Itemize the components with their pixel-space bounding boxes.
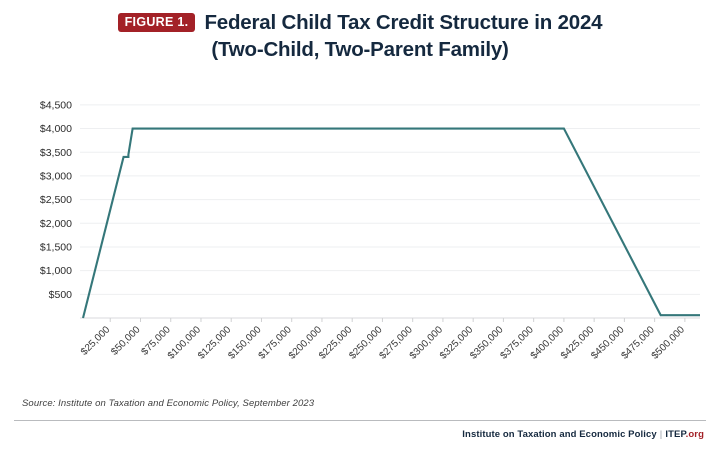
y-axis-tick-labels: $500 $1,000 $1,500 $2,000 $2,500 $3,000 $3,500… <box>40 99 72 300</box>
y-axis-tick-label: $1,000 <box>40 265 72 277</box>
page-title: Federal Child Tax Credit Structure in 20… <box>204 11 603 34</box>
series-line-child-tax-credit <box>82 127 700 319</box>
source-note: Source: Institute on Taxation and Econom… <box>22 398 315 409</box>
y-axis-tick-label: $2,500 <box>40 194 72 206</box>
data-series <box>82 127 700 319</box>
gridlines <box>80 104 700 295</box>
footer-divider <box>14 420 706 421</box>
footer-separator: | <box>659 429 663 440</box>
y-axis-tick-label: $1,500 <box>40 242 72 254</box>
x-axis-tick-label: $50,000 <box>109 324 143 358</box>
x-axis-tick-labels: $25,000$50,000$75,000$100,000$125,000$15… <box>79 324 687 362</box>
y-axis-tick-label: $3,500 <box>40 147 72 159</box>
footer: Institute on Taxation and Economic Polic… <box>462 429 704 440</box>
y-axis-tick-label: $4,500 <box>40 99 72 111</box>
y-axis-tick-label: $2,000 <box>40 218 72 230</box>
footer-site-name[interactable]: ITEP <box>665 429 686 440</box>
footer-site-tld[interactable]: .org <box>685 429 704 440</box>
chart-header: FIGURE 1. Federal Child Tax Credit Struc… <box>0 0 720 61</box>
page-subtitle: (Two-Child, Two-Parent Family) <box>211 37 509 61</box>
figure-number-badge: FIGURE 1. <box>117 12 196 32</box>
title-line-1: FIGURE 1. Federal Child Tax Credit Struc… <box>0 11 720 34</box>
x-axis-tick-label: $500,000 <box>650 324 688 362</box>
line-chart: $500 $1,000 $1,500 $2,000 $2,500 $3,000 $3,500… <box>40 99 700 362</box>
chart-area: $500 $1,000 $1,500 $2,000 $2,500 $3,000 $3,500… <box>0 85 720 385</box>
y-axis-tick-label: $3,000 <box>40 170 72 182</box>
y-axis-tick-label: $4,000 <box>40 123 72 135</box>
x-axis <box>80 317 700 322</box>
footer-organization: Institute on Taxation and Economic Polic… <box>462 429 657 440</box>
x-axis-tick-label: $25,000 <box>79 324 113 358</box>
y-axis-tick-label: $500 <box>49 289 73 301</box>
